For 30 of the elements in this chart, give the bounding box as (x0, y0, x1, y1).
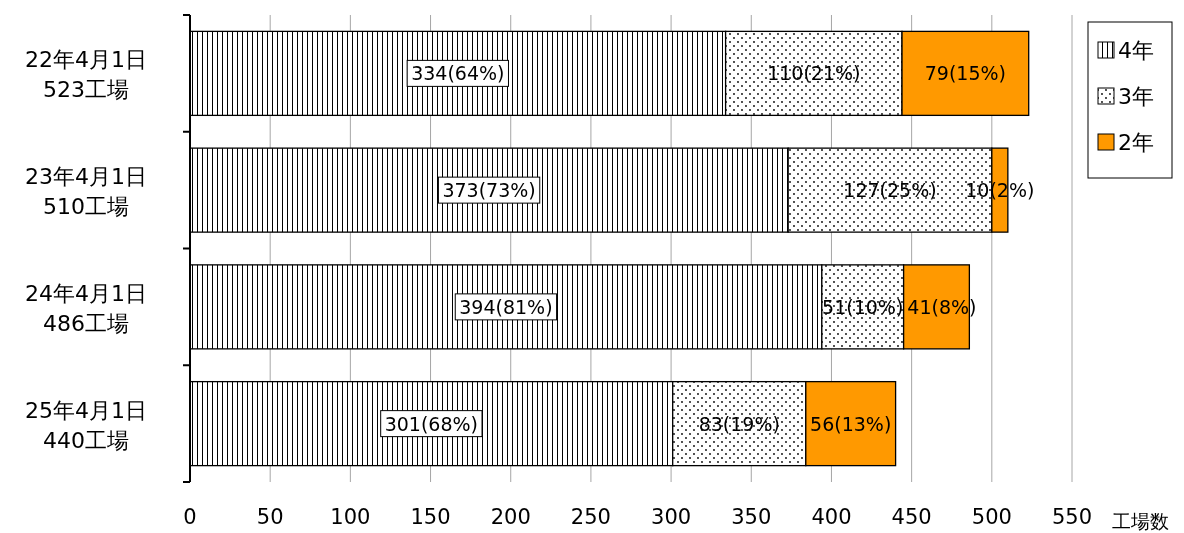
x-tick-label: 50 (256, 505, 284, 529)
y-tick-label: 22年4月1日 523工場 (25, 47, 147, 103)
y-tick-label: 24年4月1日 486工場 (25, 280, 147, 336)
x-tick-label: 450 (891, 505, 932, 529)
x-tick-label: 500 (971, 505, 1012, 529)
x-axis-title: 工場数 (1111, 510, 1169, 532)
data-label: 334(64%) (411, 62, 505, 85)
legend-label: 3年 (1118, 84, 1154, 109)
data-label: 51(10%) (822, 295, 904, 318)
x-tick-label: 150 (410, 505, 451, 529)
x-tick-label: 100 (330, 505, 371, 529)
x-tick-label: 300 (651, 505, 692, 529)
data-label: 301(68%) (384, 412, 479, 435)
data-label: 373(73%) (442, 179, 536, 202)
legend-label: 4年 (1118, 38, 1154, 63)
data-label: 394(81%) (459, 295, 553, 318)
x-tick-label: 0 (183, 505, 197, 529)
y-tick-label: 25年4月1日 440工場 (25, 397, 147, 453)
x-tick-label: 350 (731, 505, 772, 529)
data-label: 127(25%) (843, 179, 937, 202)
data-label: 56(13%) (810, 412, 892, 435)
x-tick-label: 200 (490, 505, 531, 529)
data-label: 79(15%) (924, 62, 1006, 85)
x-tick-label: 550 (1051, 505, 1093, 529)
x-tick-label: 250 (570, 505, 611, 529)
x-tick-label: 400 (811, 505, 852, 529)
data-label: 83(19%) (698, 412, 780, 435)
legend-label: 2年 (1118, 130, 1154, 155)
data-label: 110(21%) (767, 62, 861, 85)
y-tick-label: 23年4月1日 510工場 (25, 164, 147, 220)
